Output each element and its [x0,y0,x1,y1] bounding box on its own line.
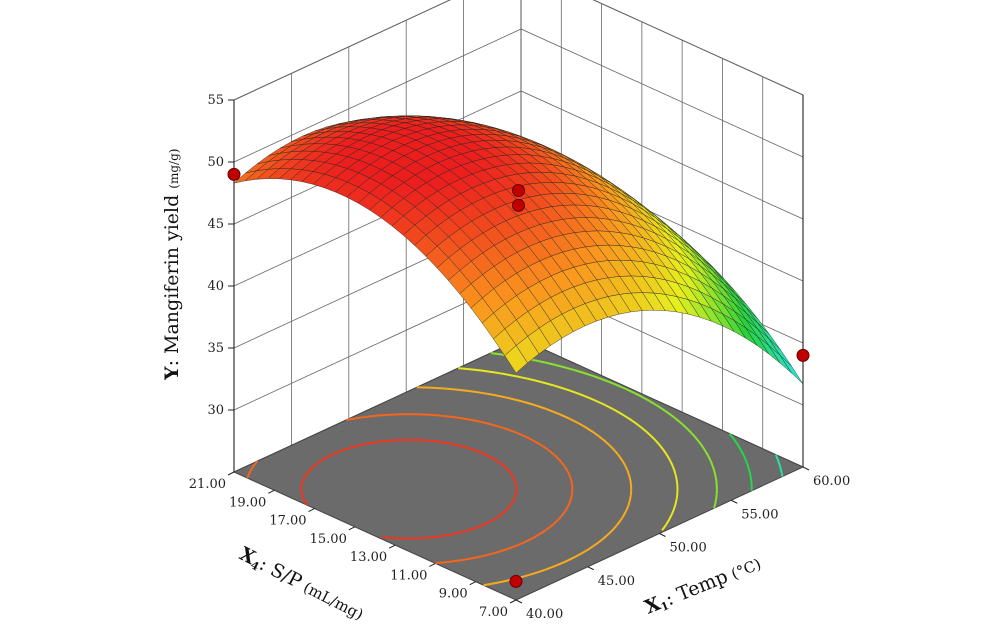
y-tick-mark [509,599,517,604]
x-tick-mark [731,499,738,504]
y-tick-mark [268,489,275,494]
z-tick-label: 50 [207,155,224,170]
surface-patch [504,345,528,374]
x-axis-subscript: 1 [659,599,671,614]
x-tick-label: 60.00 [813,474,850,489]
y-tick-label: 19.00 [229,495,266,510]
x-tick-label: 55.00 [741,507,778,522]
design-point [509,574,523,588]
y-tick-label: 21.00 [189,477,226,492]
y-axis-title: X4: S/P(mL/mg) [235,543,367,626]
contour-line [774,454,784,477]
x-axis-ticks: 40.00 45.00 50.00 55.00 60.00 [515,466,850,622]
y-tick-label: 13.00 [350,550,387,565]
y-tick-label: 17.00 [269,514,306,529]
z-tick-label: 30 [207,403,224,418]
y-tick-label: 11.00 [390,568,427,583]
y-tick-mark [429,562,436,567]
y-tick-mark [308,508,315,513]
design-point [512,198,525,212]
z-axis-label: : Mangiferin yield [161,195,183,367]
z-axis-ticks: 30 35 40 45 50 55 [207,93,234,418]
z-tick-label: 35 [207,341,224,356]
y-tick-mark [469,581,476,586]
x-tick-mark [587,566,594,571]
z-axis-title: Y: Mangiferin yield (mg/g) [161,149,183,381]
contour-line [416,386,633,587]
x-tick-label: 50.00 [670,541,707,556]
z-tick-label: 40 [207,279,224,294]
contour-line [518,339,753,491]
y-tick-mark [348,526,356,531]
design-points [227,167,810,588]
x-tick-mark [802,466,810,471]
x-tick-mark [659,533,666,537]
wall-grid-horizontal [233,28,804,163]
x-axis-unit: (°C) [728,555,763,583]
z-axis-unit: (mg/g) [167,149,181,189]
contour-line [490,352,718,509]
y-tick-mark [388,544,396,549]
y-tick-mark [227,471,235,476]
wall-grid-horizontal [233,0,804,101]
design-point [512,184,525,197]
z-tick-label: 45 [207,217,224,232]
y-tick-label: 7.00 [479,605,508,620]
response-surface [233,115,804,385]
y-tick-label: 9.00 [439,587,468,602]
floor-contour-plane [232,338,805,601]
x-tick-mark [515,599,523,604]
contour-line [246,413,574,565]
y-tick-label: 15.00 [310,532,347,547]
x-tick-label: 40.00 [526,607,563,622]
y-axis-label: : S/P [256,553,306,593]
x-axis-title: X1: Temp(°C) [642,552,765,619]
z-axis-symbol: Y [161,366,183,381]
contour-line [458,367,679,531]
design-point [796,348,810,362]
floor-plane [232,338,805,601]
y-axis-unit: (mL/mg) [300,578,366,623]
design-point [227,167,241,181]
contour-line [300,438,518,540]
x-tick-label: 45.00 [598,574,635,589]
x-axis-label: : Temp [662,565,731,610]
z-tick-label: 55 [207,93,224,108]
